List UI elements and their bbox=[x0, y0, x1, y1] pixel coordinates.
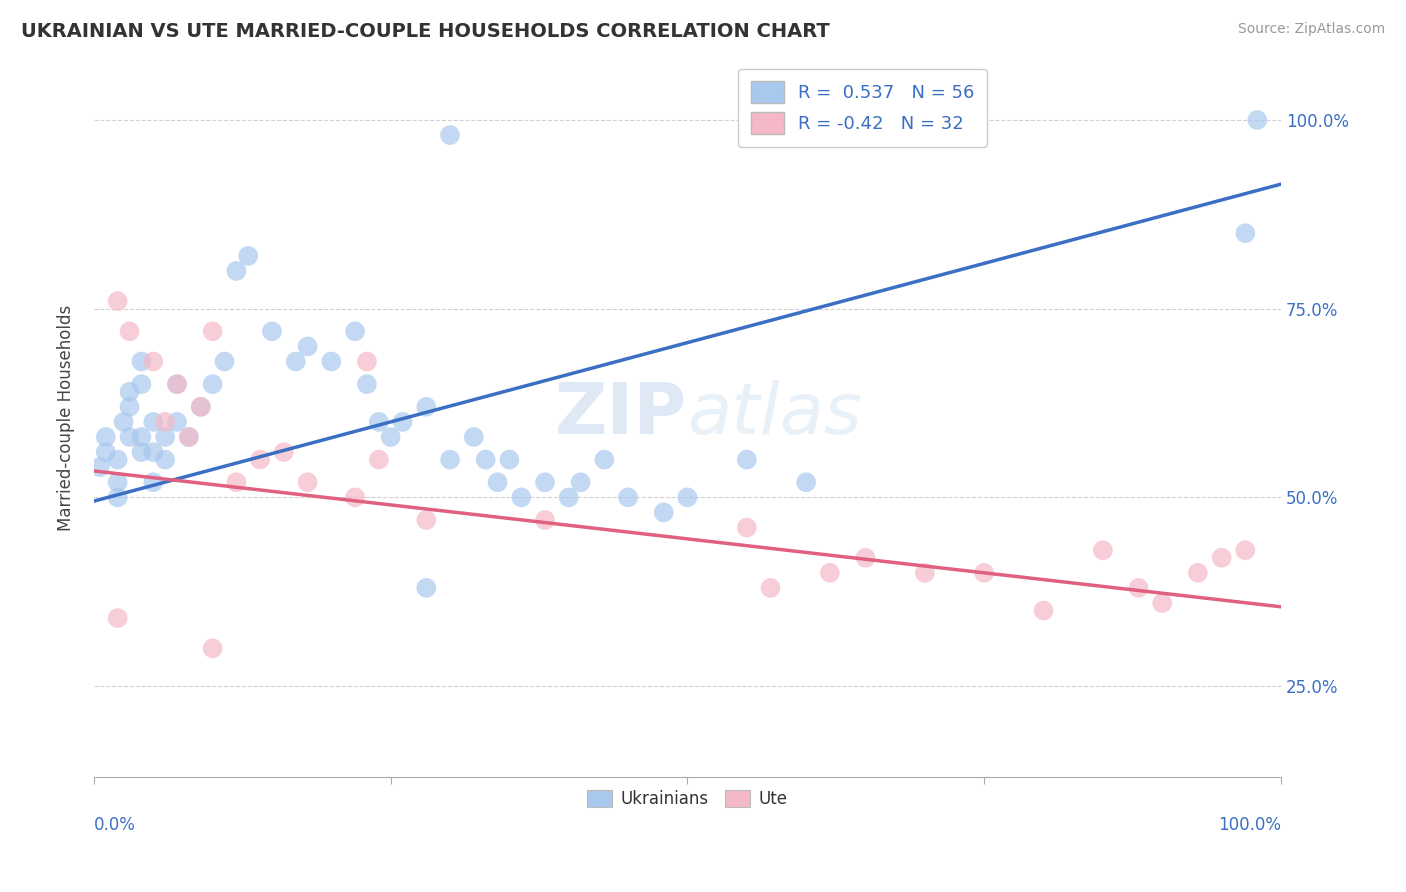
Point bbox=[89, 460, 111, 475]
Point bbox=[166, 377, 188, 392]
Point bbox=[166, 415, 188, 429]
Point bbox=[94, 445, 117, 459]
Point bbox=[1152, 596, 1174, 610]
Point bbox=[759, 581, 782, 595]
Point bbox=[131, 354, 153, 368]
Point bbox=[391, 415, 413, 429]
Point bbox=[1246, 113, 1268, 128]
Point bbox=[214, 354, 236, 368]
Point bbox=[1234, 226, 1257, 240]
Point bbox=[131, 377, 153, 392]
Point bbox=[735, 520, 758, 534]
Point bbox=[297, 339, 319, 353]
Point bbox=[118, 324, 141, 338]
Point bbox=[201, 377, 224, 392]
Point bbox=[510, 491, 533, 505]
Point bbox=[107, 475, 129, 490]
Point bbox=[201, 324, 224, 338]
Point bbox=[249, 452, 271, 467]
Point bbox=[569, 475, 592, 490]
Point bbox=[284, 354, 307, 368]
Point bbox=[107, 294, 129, 309]
Point bbox=[94, 430, 117, 444]
Point bbox=[652, 506, 675, 520]
Point bbox=[225, 264, 247, 278]
Point bbox=[439, 128, 461, 142]
Point bbox=[735, 452, 758, 467]
Point bbox=[112, 415, 135, 429]
Point bbox=[107, 452, 129, 467]
Point bbox=[190, 400, 212, 414]
Y-axis label: Married-couple Households: Married-couple Households bbox=[58, 305, 75, 532]
Point bbox=[260, 324, 283, 338]
Point bbox=[1234, 543, 1257, 558]
Text: UKRAINIAN VS UTE MARRIED-COUPLE HOUSEHOLDS CORRELATION CHART: UKRAINIAN VS UTE MARRIED-COUPLE HOUSEHOL… bbox=[21, 22, 830, 41]
Point bbox=[855, 550, 877, 565]
Point bbox=[142, 445, 165, 459]
Point bbox=[380, 430, 402, 444]
Point bbox=[142, 475, 165, 490]
Point bbox=[118, 400, 141, 414]
Point bbox=[177, 430, 200, 444]
Point bbox=[177, 430, 200, 444]
Point bbox=[973, 566, 995, 580]
Point bbox=[356, 377, 378, 392]
Point bbox=[153, 415, 176, 429]
Point bbox=[153, 452, 176, 467]
Point bbox=[153, 430, 176, 444]
Point bbox=[118, 430, 141, 444]
Point bbox=[321, 354, 343, 368]
Text: ZIP: ZIP bbox=[555, 380, 688, 449]
Point bbox=[201, 641, 224, 656]
Point bbox=[142, 415, 165, 429]
Point bbox=[617, 491, 640, 505]
Point bbox=[415, 400, 437, 414]
Point bbox=[238, 249, 260, 263]
Point bbox=[1032, 604, 1054, 618]
Text: Source: ZipAtlas.com: Source: ZipAtlas.com bbox=[1237, 22, 1385, 37]
Point bbox=[297, 475, 319, 490]
Point bbox=[356, 354, 378, 368]
Point bbox=[415, 581, 437, 595]
Text: 100.0%: 100.0% bbox=[1218, 816, 1281, 834]
Point bbox=[498, 452, 520, 467]
Point bbox=[534, 475, 557, 490]
Point bbox=[415, 513, 437, 527]
Point bbox=[142, 354, 165, 368]
Point bbox=[344, 324, 367, 338]
Point bbox=[534, 513, 557, 527]
Point bbox=[367, 452, 389, 467]
Point bbox=[367, 415, 389, 429]
Point bbox=[107, 491, 129, 505]
Point bbox=[914, 566, 936, 580]
Point bbox=[818, 566, 841, 580]
Point bbox=[593, 452, 616, 467]
Point bbox=[225, 475, 247, 490]
Point bbox=[344, 491, 367, 505]
Point bbox=[486, 475, 509, 490]
Text: atlas: atlas bbox=[688, 380, 862, 449]
Point bbox=[439, 452, 461, 467]
Text: 0.0%: 0.0% bbox=[94, 816, 136, 834]
Point bbox=[474, 452, 496, 467]
Point bbox=[676, 491, 699, 505]
Point bbox=[131, 430, 153, 444]
Point bbox=[1187, 566, 1209, 580]
Point bbox=[1211, 550, 1233, 565]
Point bbox=[131, 445, 153, 459]
Point bbox=[1128, 581, 1150, 595]
Point bbox=[1091, 543, 1114, 558]
Point bbox=[118, 384, 141, 399]
Point bbox=[794, 475, 817, 490]
Point bbox=[558, 491, 581, 505]
Point bbox=[273, 445, 295, 459]
Point bbox=[107, 611, 129, 625]
Point bbox=[190, 400, 212, 414]
Point bbox=[166, 377, 188, 392]
Point bbox=[463, 430, 485, 444]
Legend: Ukrainians, Ute: Ukrainians, Ute bbox=[581, 783, 794, 815]
